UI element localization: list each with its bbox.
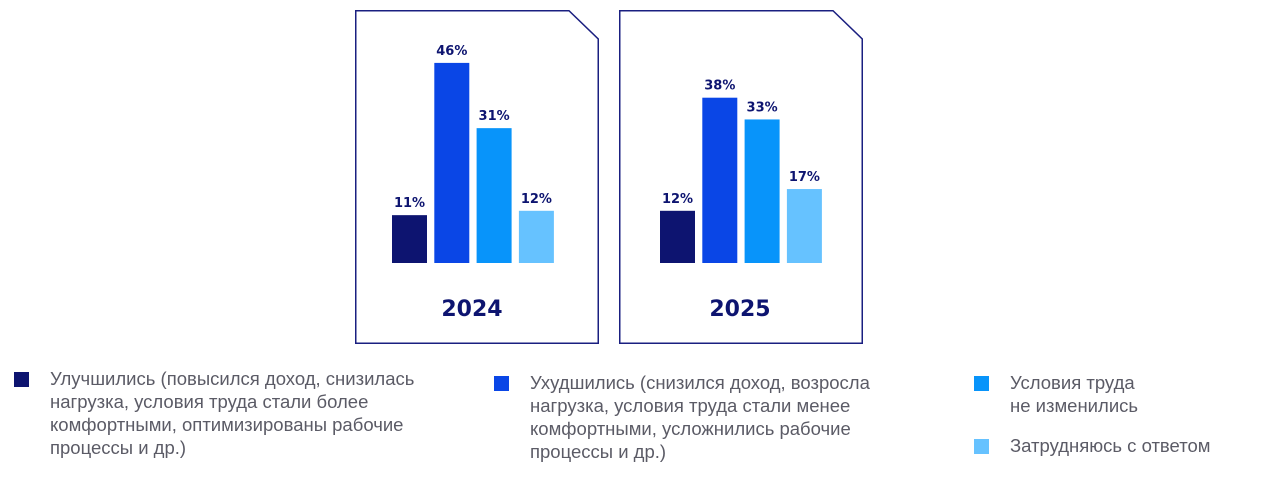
legend-text: Условия труда не изменились	[1010, 372, 1139, 416]
bar-2025-worsened	[702, 97, 738, 263]
legend-swatch	[494, 376, 509, 391]
bar-value-label: 12%	[521, 192, 552, 207]
panel-year-label: 2024	[441, 297, 502, 322]
legend-item-undecided: Затрудняюсь с ответом	[974, 434, 1211, 457]
bar-value-label: 12%	[662, 192, 693, 207]
legend-swatch	[974, 439, 989, 454]
bar-2024-undecided	[518, 210, 554, 263]
bar-value-label: 17%	[789, 170, 820, 185]
panel-year-label: 2025	[709, 297, 770, 322]
bar-2024-improved	[392, 215, 427, 263]
bar-2025-undecided	[786, 189, 822, 263]
bar-value-label: 38%	[704, 79, 735, 94]
legend-item-worsened: Ухудшились (снизился доход, возросла наг…	[494, 371, 870, 463]
bar-2024-unchanged	[476, 128, 512, 263]
bar-2024-worsened	[434, 62, 470, 264]
bar-value-label: 33%	[747, 100, 778, 115]
bar-2025-improved	[660, 210, 695, 263]
legend-swatch	[974, 376, 989, 391]
bar-2025-unchanged	[744, 119, 780, 263]
legend-item-improved: Улучшились (повысился доход, снизилась н…	[14, 367, 414, 459]
legend-text: Затрудняюсь с ответом	[1010, 435, 1211, 456]
chart-panel-2024: 11% 46% 31% 12% 2024	[355, 10, 599, 344]
bar-value-label: 46%	[436, 44, 467, 59]
panel-frame	[355, 10, 599, 344]
chart-panel-2025: 12% 38% 33% 17% 2025	[619, 10, 863, 344]
panel-frame	[619, 10, 863, 344]
legend-text: Улучшились (повысился доход, снизилась н…	[50, 368, 415, 458]
bar-value-label: 11%	[394, 196, 425, 211]
bar-value-label: 31%	[479, 109, 510, 124]
legend-item-unchanged: Условия труда не изменились	[974, 371, 1138, 417]
legend-swatch	[14, 372, 29, 387]
legend-text: Ухудшились (снизился доход, возросла наг…	[530, 372, 870, 462]
